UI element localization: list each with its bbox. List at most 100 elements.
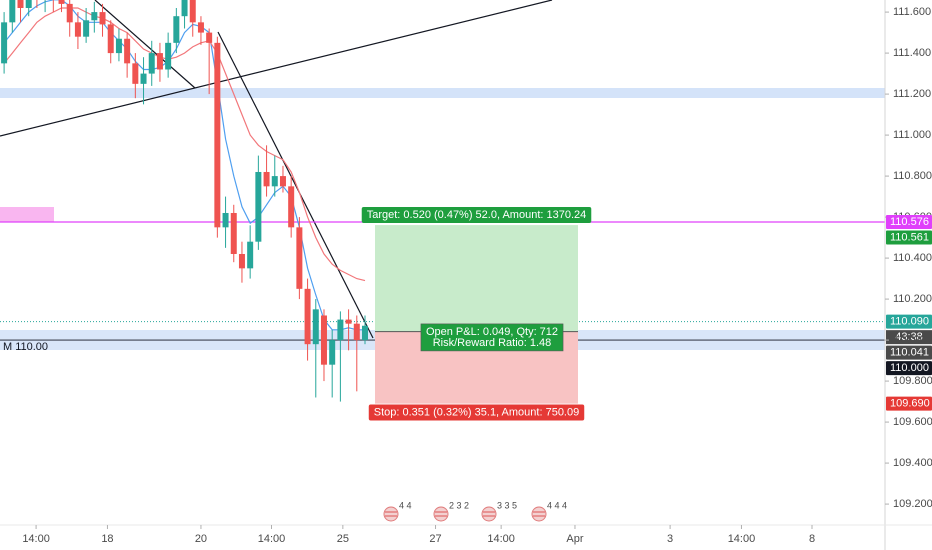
price-label: 110.041 bbox=[890, 347, 929, 359]
event-marker: 3 3 5 bbox=[481, 500, 517, 522]
candle-body bbox=[271, 176, 278, 187]
price-label-box bbox=[886, 361, 932, 376]
event-marker: 2 3 2 bbox=[433, 500, 469, 522]
candle-body bbox=[132, 63, 139, 84]
y-tick-label: 109.200 bbox=[893, 498, 932, 510]
candle-body bbox=[206, 32, 213, 43]
candle-body bbox=[99, 12, 106, 25]
countdown: 43:38 bbox=[895, 331, 923, 343]
candle-body bbox=[279, 176, 286, 187]
candle-body bbox=[17, 0, 24, 8]
candle-body bbox=[148, 53, 155, 74]
candle-body bbox=[222, 212, 229, 228]
candle-body bbox=[247, 241, 254, 269]
pnl-label: Open P&L: 0.049, Qty: 712 bbox=[426, 326, 558, 338]
x-tick-label: 14:00 bbox=[728, 533, 756, 545]
price-label: 110.090 bbox=[890, 316, 929, 328]
x-tick-label: 14:00 bbox=[258, 533, 286, 545]
y-tick-label: 109.800 bbox=[893, 375, 932, 387]
candle-body bbox=[66, 3, 73, 23]
candle-body bbox=[173, 16, 180, 43]
moving-average bbox=[3, 7, 366, 282]
candle-body bbox=[107, 24, 114, 54]
candle-body bbox=[91, 12, 98, 21]
stop-label: Stop: 0.351 (0.32%) 35.1, Amount: 750.09 bbox=[374, 407, 579, 419]
price-label-box bbox=[886, 215, 932, 230]
event-label: 2 3 2 bbox=[449, 500, 469, 510]
target-label: Target: 0.520 (0.47%) 52.0, Amount: 1370… bbox=[367, 209, 587, 221]
event-label: 4 4 4 bbox=[547, 500, 567, 510]
y-tick-label: 111.200 bbox=[893, 88, 931, 100]
y-tick-label: 111.000 bbox=[893, 129, 931, 141]
candle-body bbox=[230, 212, 237, 254]
x-tick-label: 25 bbox=[337, 533, 349, 545]
candle-body bbox=[83, 20, 90, 37]
target-label-box bbox=[361, 206, 592, 223]
event-flag bbox=[481, 506, 497, 522]
candle-body bbox=[345, 319, 352, 324]
x-tick-label: 20 bbox=[195, 533, 207, 545]
candle-body bbox=[337, 319, 344, 341]
trend-line bbox=[0, 0, 553, 137]
event-flag bbox=[531, 506, 547, 522]
candle-body bbox=[74, 22, 81, 37]
price-label: 109.690 bbox=[890, 398, 930, 410]
candle-body bbox=[312, 309, 319, 345]
plot-area: M 110.00 bbox=[0, 0, 885, 404]
candle-body bbox=[329, 340, 336, 365]
trend-line bbox=[94, 0, 196, 89]
candle-body bbox=[296, 227, 303, 289]
y-tick-label: 109.600 bbox=[893, 416, 932, 428]
candle-body bbox=[124, 38, 131, 64]
x-tick-label: Apr bbox=[566, 533, 583, 545]
countdown-box bbox=[886, 330, 932, 345]
horizontal-line-label: M 110.00 bbox=[3, 341, 48, 353]
candle-body bbox=[197, 22, 204, 33]
y-tick-label: 110.200 bbox=[893, 293, 932, 305]
ratio-label: Risk/Reward Ratio: 1.48 bbox=[433, 337, 552, 349]
candle-body bbox=[288, 186, 295, 228]
candle-body bbox=[214, 42, 221, 228]
x-tick-label: 27 bbox=[429, 533, 441, 545]
y-tick-label: 111.600 bbox=[893, 6, 931, 18]
candle-body bbox=[156, 53, 163, 70]
event-label: 4 4 bbox=[399, 500, 412, 510]
price-label-box bbox=[886, 396, 932, 411]
candle-body bbox=[181, 0, 188, 17]
candle-body bbox=[9, 0, 16, 23]
event-flag bbox=[383, 506, 399, 522]
event-marker: 4 4 4 bbox=[531, 500, 567, 522]
x-tick-label: 14:00 bbox=[487, 533, 515, 545]
candle-body bbox=[361, 325, 368, 341]
candle-body bbox=[353, 323, 360, 341]
zone-band bbox=[0, 207, 54, 222]
candle-body bbox=[25, 0, 32, 8]
price-label-box bbox=[886, 345, 932, 360]
event-flag bbox=[433, 506, 449, 522]
candle-body bbox=[58, 0, 65, 4]
price-label-box bbox=[886, 230, 932, 245]
target-zone bbox=[375, 225, 578, 332]
zone-band bbox=[0, 88, 885, 98]
pnl-box bbox=[420, 323, 564, 352]
y-tick-label: 111.400 bbox=[893, 47, 931, 59]
candle-body bbox=[304, 288, 311, 345]
y-tick-label: 110.000 bbox=[893, 334, 932, 346]
candle-body bbox=[263, 171, 270, 187]
candle-body bbox=[255, 171, 262, 242]
price-label: 110.561 bbox=[890, 231, 929, 243]
candle-body bbox=[189, 0, 196, 23]
x-tick-label: 18 bbox=[101, 533, 113, 545]
x-tick-label: 8 bbox=[809, 533, 815, 545]
candle-body bbox=[140, 73, 147, 84]
x-tick-label: 3 bbox=[667, 533, 673, 545]
trend-line bbox=[217, 31, 374, 339]
stop-label-box bbox=[368, 404, 585, 421]
x-tick-label: 14:00 bbox=[22, 533, 50, 545]
candle-body bbox=[320, 315, 327, 365]
y-tick-label: 110.800 bbox=[893, 170, 932, 182]
y-tick-label: 109.400 bbox=[893, 457, 932, 469]
price-label: 110.000 bbox=[890, 362, 929, 374]
